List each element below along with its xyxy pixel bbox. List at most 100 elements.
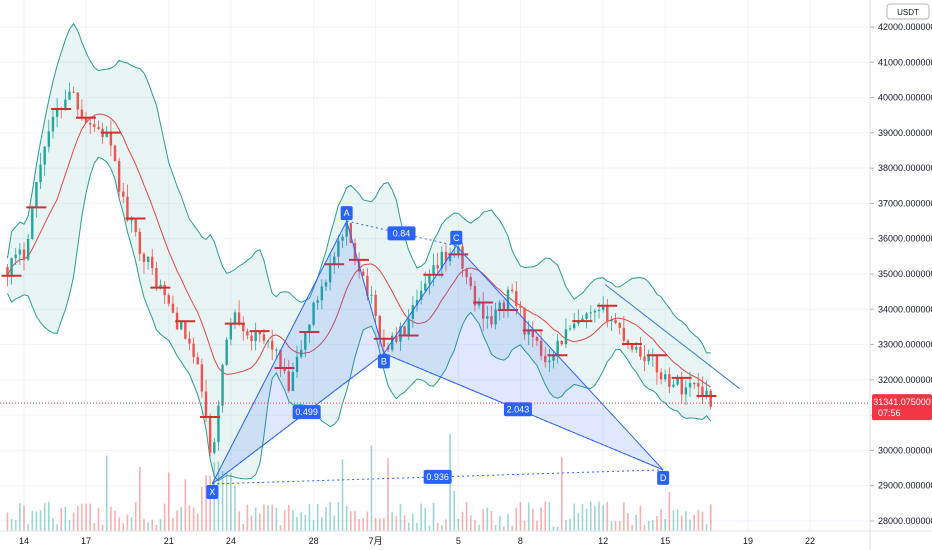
volume-bar bbox=[416, 523, 418, 531]
price-tick-label: 37000.000000 bbox=[878, 198, 932, 208]
volume-bar bbox=[362, 518, 365, 531]
candle-body bbox=[192, 343, 195, 358]
volume-bar bbox=[395, 515, 398, 531]
candle-body bbox=[676, 377, 679, 385]
volume-bar bbox=[498, 516, 501, 531]
volume-bar bbox=[614, 521, 617, 531]
candle-body bbox=[126, 196, 129, 221]
candle-body bbox=[618, 323, 621, 328]
candle-body bbox=[481, 302, 485, 319]
volume-bar bbox=[242, 523, 245, 531]
candle-body bbox=[461, 246, 464, 269]
candle-body bbox=[473, 286, 477, 306]
volume-bar bbox=[387, 458, 389, 531]
volume-bar bbox=[519, 502, 522, 531]
candle-body bbox=[523, 307, 526, 335]
candle-body bbox=[105, 132, 108, 138]
candle-body bbox=[639, 347, 642, 357]
volume-bar bbox=[14, 519, 17, 531]
volume-bar bbox=[279, 525, 282, 531]
candle-body bbox=[31, 207, 34, 239]
candle-body bbox=[320, 286, 324, 301]
volume-bar bbox=[457, 518, 460, 531]
candle-body bbox=[692, 383, 696, 385]
pattern-point-label: A bbox=[344, 208, 350, 218]
candle-body bbox=[630, 344, 634, 350]
current-price-countdown: 07:56 bbox=[878, 408, 901, 418]
candle-body bbox=[498, 302, 501, 310]
volume-bar bbox=[56, 524, 58, 531]
currency-unit-badge[interactable]: USDT bbox=[886, 3, 930, 20]
pattern-point-d[interactable]: D bbox=[657, 470, 670, 485]
volume-bar bbox=[465, 501, 468, 531]
candle-body bbox=[568, 328, 572, 330]
volume-bar bbox=[602, 504, 604, 531]
candle-body bbox=[14, 254, 17, 259]
candle-body bbox=[680, 377, 683, 395]
date-tick-label: 5 bbox=[456, 536, 461, 546]
date-tick-label: 24 bbox=[226, 536, 236, 546]
volume-bar bbox=[461, 511, 464, 531]
candles bbox=[1, 82, 717, 457]
candle-body bbox=[134, 218, 137, 232]
date-tick-label: 8 bbox=[518, 536, 523, 546]
volume-bar bbox=[159, 519, 162, 531]
time-axis[interactable]: 14 17 21 24 28 7月 5 8 12 15 19 22 bbox=[19, 536, 815, 546]
candle-body bbox=[266, 340, 270, 342]
candle-body bbox=[428, 274, 431, 284]
candle-body bbox=[415, 299, 419, 306]
volume-bar bbox=[503, 526, 505, 531]
candle-body bbox=[597, 309, 601, 311]
trendline-segment[interactable] bbox=[604, 284, 740, 390]
volume-bar bbox=[81, 503, 83, 531]
volume-bar bbox=[445, 519, 447, 531]
volume-bar bbox=[486, 507, 489, 531]
pattern-point-x[interactable]: X bbox=[206, 484, 219, 499]
volume-bar bbox=[225, 471, 228, 531]
volume-bar bbox=[52, 518, 54, 531]
candle-body bbox=[701, 386, 704, 396]
date-tick-label: 15 bbox=[660, 536, 670, 546]
candle-body bbox=[258, 331, 261, 335]
pattern-point-a[interactable]: A bbox=[340, 206, 353, 221]
volume-bar bbox=[664, 519, 667, 531]
pattern-point-c[interactable]: C bbox=[450, 230, 463, 245]
candle-body bbox=[10, 258, 13, 276]
trendline[interactable] bbox=[604, 284, 740, 390]
volume-bar bbox=[130, 517, 133, 531]
candle-body bbox=[490, 316, 493, 325]
candle-body bbox=[250, 335, 253, 342]
candle-body bbox=[374, 294, 377, 317]
harmonic-pattern[interactable]: 0.499 0.84 2.043 0.936 X A B C D bbox=[206, 206, 670, 499]
candle-body bbox=[601, 305, 605, 310]
candle-body bbox=[486, 316, 489, 319]
volume-bar bbox=[573, 503, 575, 531]
volume-bar bbox=[217, 461, 220, 531]
volume-bar bbox=[701, 511, 704, 531]
volume-bar bbox=[68, 520, 71, 531]
volume-bar bbox=[89, 503, 91, 531]
candle-body bbox=[440, 251, 444, 269]
date-tick-label: 14 bbox=[19, 536, 29, 546]
volume-bar bbox=[325, 507, 327, 531]
volume-bar bbox=[428, 525, 431, 531]
price-tick-label: 40000.000000 bbox=[878, 93, 932, 103]
pattern-point-b[interactable]: B bbox=[377, 354, 390, 369]
volume-bar bbox=[308, 504, 311, 531]
ratio-label: 0.84 bbox=[387, 226, 416, 241]
candle-body bbox=[138, 231, 142, 254]
candle-body bbox=[382, 338, 386, 347]
candle-body bbox=[593, 310, 597, 313]
volume-bar bbox=[643, 524, 646, 531]
price-axis[interactable]: 28000.00000029000.00000030000.0000003100… bbox=[870, 22, 932, 526]
price-tick-label: 41000.000000 bbox=[878, 57, 932, 67]
candle-body bbox=[577, 321, 580, 324]
candle-body bbox=[39, 164, 42, 182]
candle-body bbox=[506, 289, 510, 311]
candle-body bbox=[51, 116, 55, 132]
candle-body bbox=[180, 321, 183, 330]
ratio-label: 2.043 bbox=[503, 402, 532, 417]
candle-body bbox=[155, 268, 158, 288]
price-tick-label: 38000.000000 bbox=[878, 163, 932, 173]
